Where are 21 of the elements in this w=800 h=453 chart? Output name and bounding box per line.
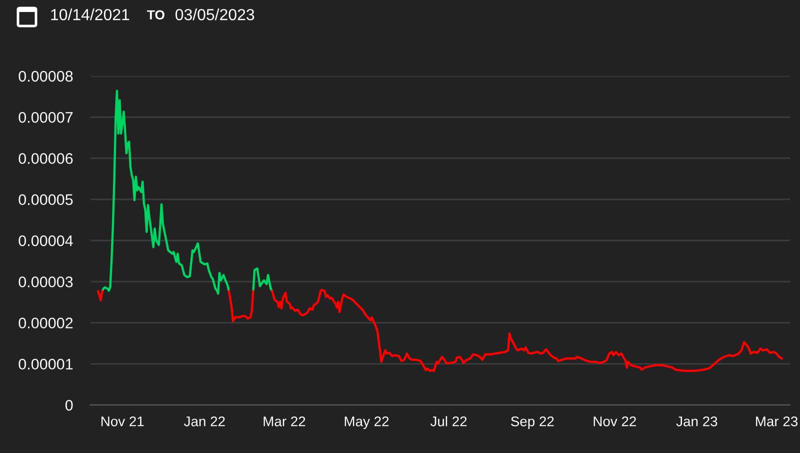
x-tick-label: Nov 21 xyxy=(102,416,144,426)
y-tick-label: 0.00008 xyxy=(18,70,73,82)
x-tick-label: Jan 23 xyxy=(676,416,718,426)
y-tick-label: 0 xyxy=(65,400,73,411)
x-tick-label: Mar 23 xyxy=(756,416,798,426)
x-tick-label: May 22 xyxy=(344,416,389,430)
text: 10/14/2021 xyxy=(51,8,130,20)
x-tick-label: Nov 22 xyxy=(594,416,636,426)
x-tick-label: Jan 22 xyxy=(184,416,225,426)
text: TO xyxy=(147,10,164,20)
y-tick-label: 0.00007 xyxy=(18,112,73,123)
y-tick-label: 0.00006 xyxy=(18,153,73,164)
x-tick-label: Jul 22 xyxy=(430,416,467,426)
x-tick-label: Sep 22 xyxy=(511,416,554,430)
y-tick-label: 0.00005 xyxy=(18,194,73,206)
y-tick-label: 0.00001 xyxy=(18,358,73,370)
y-tick-label: 0.00002 xyxy=(18,318,73,328)
y-tick-label: 0.00003 xyxy=(18,276,73,288)
x-tick-label: Mar 22 xyxy=(264,416,306,426)
text: 03/05/2023 xyxy=(176,8,254,20)
y-tick-label: 0.00004 xyxy=(18,235,73,246)
